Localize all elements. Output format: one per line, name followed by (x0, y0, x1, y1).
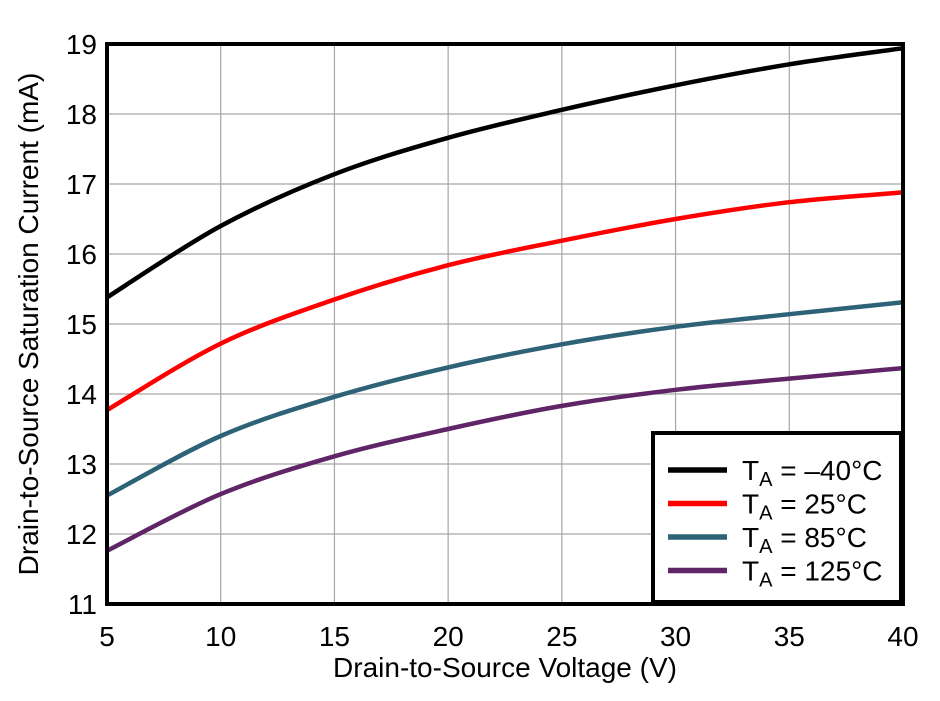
x-tick-label: 25 (546, 621, 577, 652)
curves (105, 45, 904, 553)
legend-box (651, 431, 903, 604)
x-tick-label: 30 (660, 621, 691, 652)
y-tick-label: 18 (66, 99, 97, 130)
gridlines (107, 44, 903, 604)
y-axis-title: Drain-to-Source Saturation Current (mA) (13, 73, 44, 576)
y-tick-label: 11 (68, 589, 97, 620)
legend-label-0: TA = –40°C (742, 455, 883, 491)
y-tick-label: 13 (66, 449, 97, 480)
legend-label-1: TA = 25°C (742, 489, 867, 525)
y-tick-label: 17 (66, 169, 97, 200)
curve-series-2 (105, 300, 904, 498)
legend-label-3: TA = 125°C (742, 556, 883, 592)
y-tick-label: 14 (66, 379, 97, 410)
curve-series-1 (105, 190, 904, 413)
x-tick-label: 20 (433, 621, 464, 652)
y-tick-labels: 11 12 13 14 15 16 17 18 19 (66, 29, 97, 620)
x-tick-label: 35 (774, 621, 805, 652)
x-axis-title: Drain-to-Source Voltage (V) (333, 652, 677, 683)
y-tick-label: 12 (66, 519, 97, 550)
x-tick-label: 40 (887, 621, 918, 652)
x-tick-labels: 5 10 15 20 25 30 35 40 (99, 621, 918, 652)
y-tick-label: 16 (66, 239, 97, 270)
y-tick-label: 15 (66, 309, 97, 340)
x-tick-label: 15 (319, 621, 350, 652)
x-tick-label: 5 (99, 621, 115, 652)
curve-series-3 (105, 365, 904, 553)
curve-series-0 (105, 45, 904, 300)
plot-border (105, 42, 905, 606)
x-tick-label: 10 (205, 621, 236, 652)
y-tick-label: 19 (66, 29, 97, 60)
legend-label-2: TA = 85°C (742, 522, 867, 558)
legend: TA = –40°CTA = 25°CTA = 85°CTA = 125°C (651, 431, 903, 604)
